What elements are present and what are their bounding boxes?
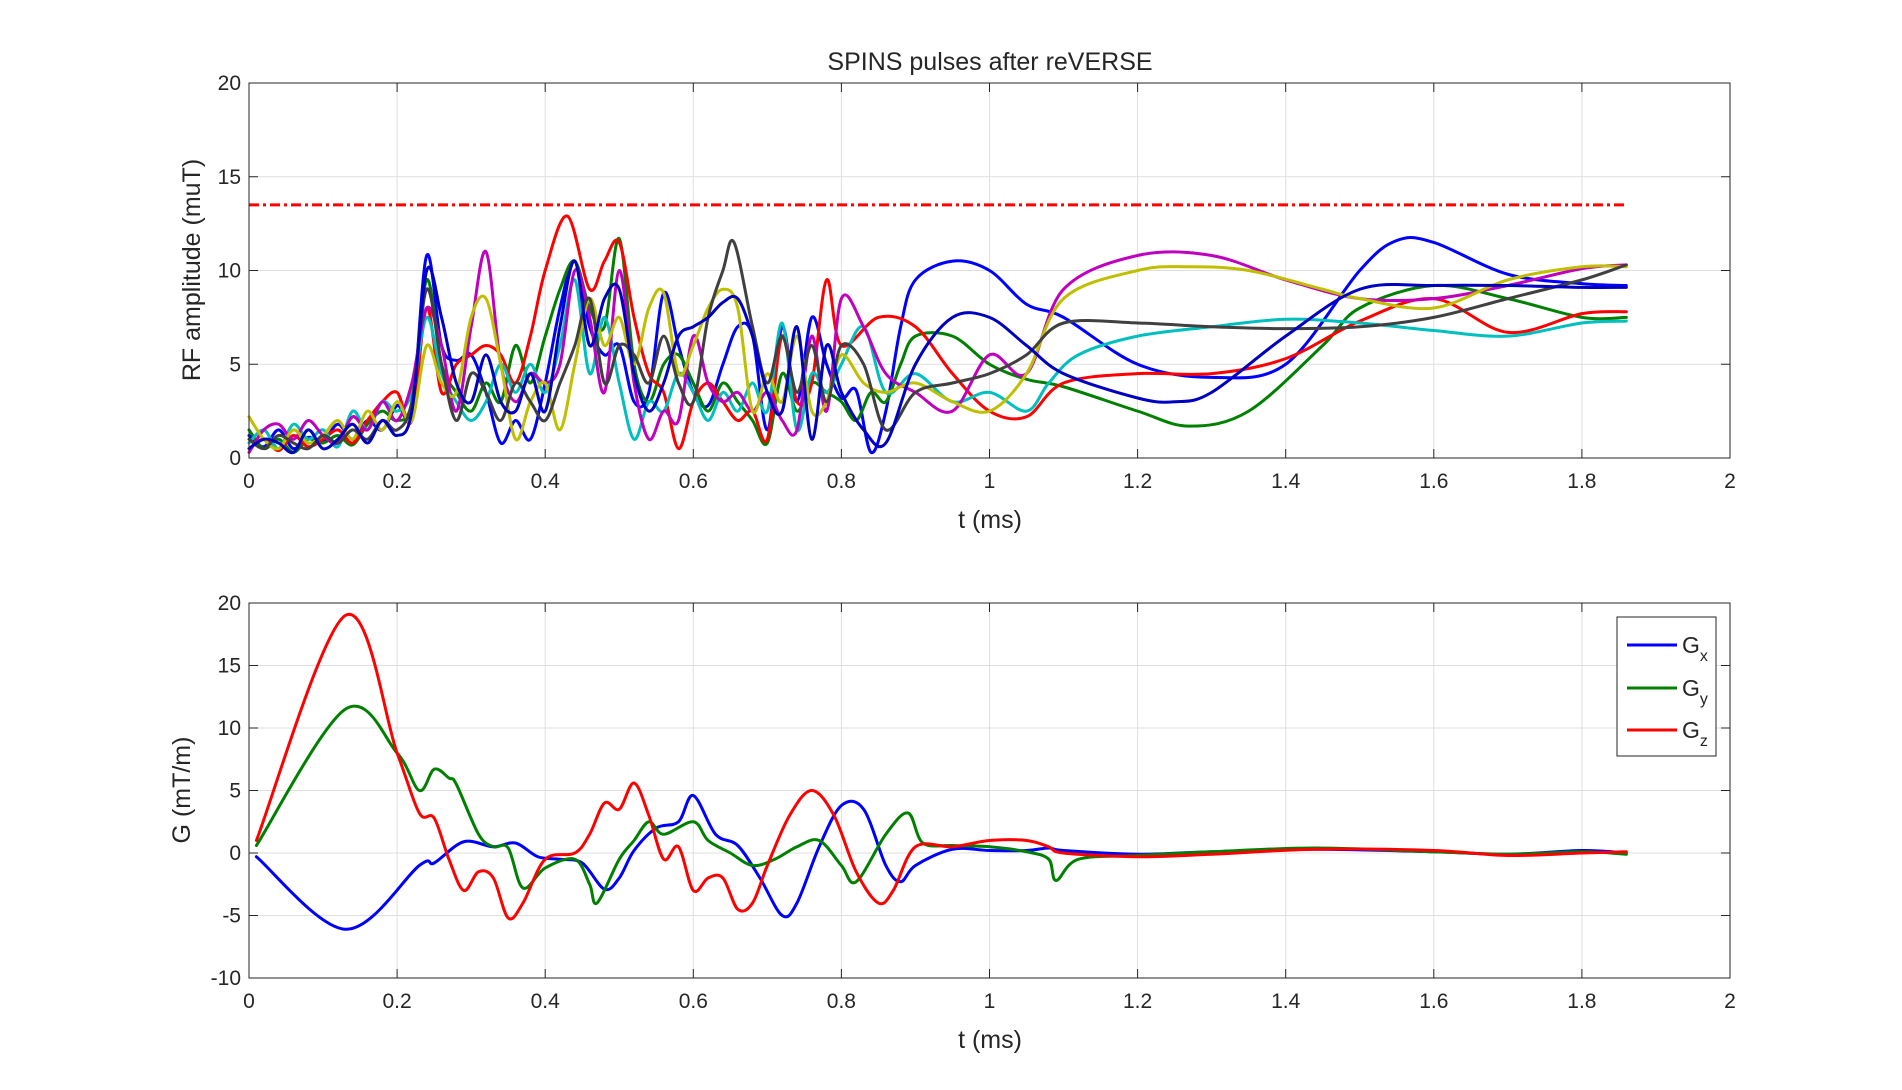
legend-entry-gy: Gy	[1627, 675, 1708, 708]
series-line-pulse-8	[247, 259, 1628, 455]
gradient-x-tick-label: 0.2	[382, 990, 411, 1013]
gradient-x-tick-label: 1.2	[1123, 990, 1152, 1013]
rf-x-tick-label: 1	[984, 470, 996, 493]
rf-chart-title: SPINS pulses after reVERSE	[827, 48, 1152, 76]
legend-entry-gz: Gz	[1627, 717, 1708, 750]
legend-label-gy: Gy	[1682, 675, 1708, 708]
legend-gx-sub: x	[1700, 648, 1708, 665]
series-line-pulse-3	[247, 214, 1628, 452]
rf-x-axis-label: t (ms)	[958, 506, 1022, 534]
gradient-axes: 0 0.2 0.4 0.6 0.8 1 1.2 1.4 1.6 1.8 2 -10 -5 0 5 10 15 20…	[168, 592, 1736, 1054]
rf-y-tick-label: 15	[218, 166, 241, 189]
rf-x-tick-label: 1.4	[1271, 470, 1301, 493]
legend-entry-gx: Gx	[1627, 632, 1708, 665]
gradient-x-tick-label: 2	[1724, 990, 1736, 1013]
gradient-x-tick-label: 0.4	[531, 990, 561, 1013]
legend-gy-sub: y	[1700, 691, 1708, 708]
rf-y-tick-label: 0	[229, 447, 241, 470]
gradient-y-tick-label: 20	[218, 592, 241, 615]
gradient-legend: Gx Gy Gz	[1616, 616, 1717, 757]
legend-gz-base: G	[1682, 717, 1700, 743]
series-line-gz	[254, 612, 1628, 921]
gradient-y-tick-label: 5	[229, 780, 241, 803]
rf-series	[247, 203, 1628, 455]
rf-y-tick-label: 5	[229, 353, 241, 376]
rf-x-tick-label: 0.2	[382, 470, 411, 493]
gradient-x-tick-label: 0.8	[827, 990, 856, 1013]
rf-x-tick-label: 0.4	[531, 470, 561, 493]
gradient-x-tick-label: 0.6	[679, 990, 708, 1013]
legend-gy-base: G	[1682, 675, 1700, 701]
rf-x-tick-label: 1.2	[1123, 470, 1152, 493]
legend-gz-sub: z	[1700, 733, 1708, 750]
legend-gx-base: G	[1682, 632, 1700, 658]
rf-x-tick-label: 0.6	[679, 470, 708, 493]
rf-y-axis-label: RF amplitude (muT)	[178, 159, 206, 381]
gradient-x-tick-label: 1	[984, 990, 996, 1013]
rf-x-tick-label: 0.8	[827, 470, 856, 493]
rf-x-tick-label: 1.6	[1419, 470, 1448, 493]
gradient-y-axis-label: G (mT/m)	[168, 737, 196, 844]
gradient-y-tick-label: -5	[222, 905, 241, 928]
gradient-x-tick-label: 0	[243, 990, 255, 1013]
rf-x-tick-label: 0	[243, 470, 255, 493]
gradient-y-tick-label: 0	[229, 842, 241, 865]
gradient-y-tick-label: 15	[218, 655, 241, 678]
series-line-pulse-6	[247, 264, 1628, 451]
gradient-series	[254, 612, 1628, 931]
gradient-ticks: 0 0.2 0.4 0.6 0.8 1 1.2 1.4 1.6 1.8 2 -10 -5 0 5 10 15 20	[211, 592, 1736, 1013]
gradient-x-tick-label: 1.8	[1567, 990, 1596, 1013]
rf-y-tick-label: 10	[218, 260, 241, 283]
gradient-x-tick-label: 1.4	[1271, 990, 1301, 1013]
gradient-y-tick-label: -10	[211, 967, 241, 990]
rf-x-tick-label: 1.8	[1567, 470, 1596, 493]
rf-x-tick-label: 2	[1724, 470, 1736, 493]
rf-y-tick-label: 20	[218, 72, 241, 95]
legend-label-gx: Gx	[1682, 632, 1708, 665]
gradient-y-tick-label: 10	[218, 717, 241, 740]
legend-label-gz: Gz	[1682, 717, 1708, 750]
gradient-x-axis-label: t (ms)	[958, 1026, 1022, 1054]
gradient-x-tick-label: 1.6	[1419, 990, 1448, 1013]
